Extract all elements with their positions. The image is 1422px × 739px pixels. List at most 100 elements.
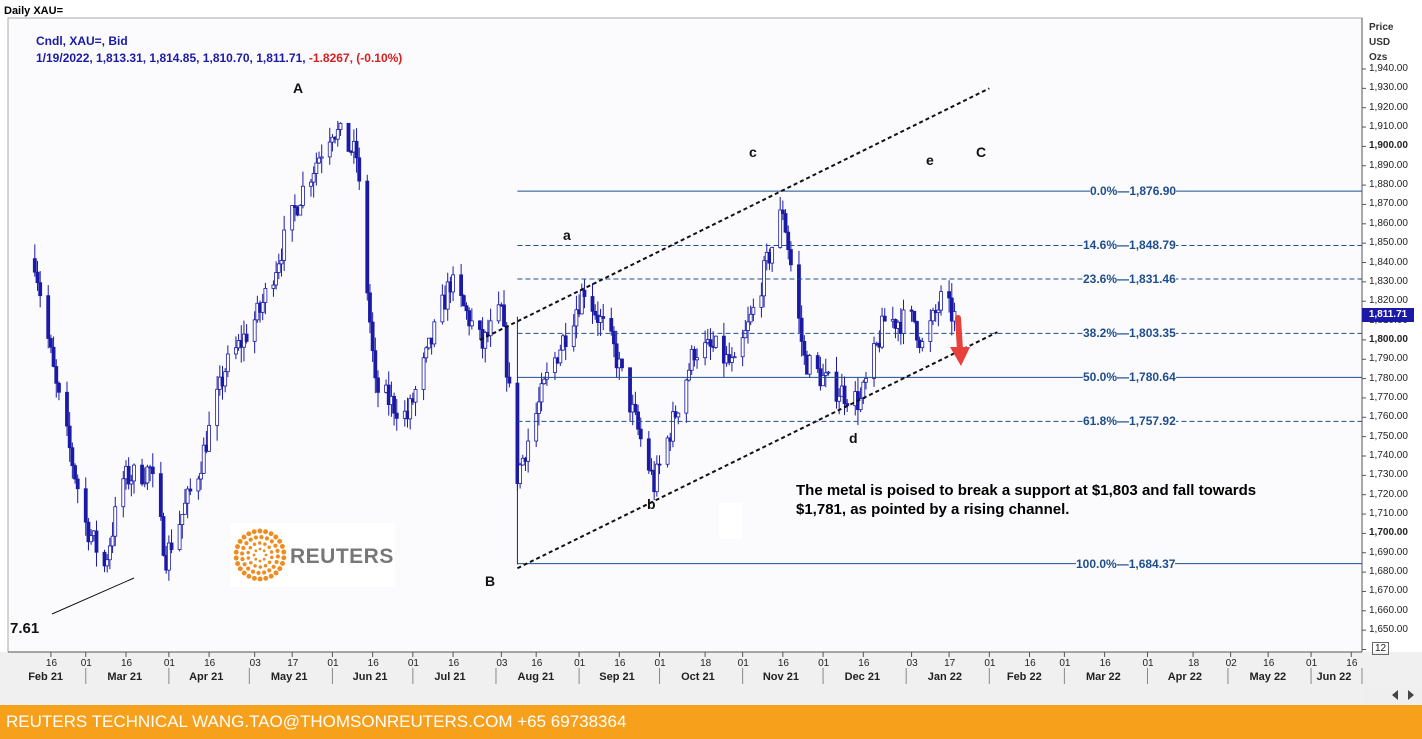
candle-body <box>166 542 171 571</box>
x-tick-label: 01 <box>654 658 666 669</box>
y-tick-label: 1,740.00 <box>1369 450 1408 461</box>
down-arrow-icon <box>950 315 970 366</box>
candle-body <box>83 488 88 523</box>
month-label: Mar 21 <box>107 671 143 683</box>
legend-change: -1.8267, (-0.10%) <box>308 51 403 65</box>
candle-body <box>783 213 788 233</box>
candle-body <box>309 181 313 187</box>
y-tick-label: 1,860.00 <box>1369 217 1408 229</box>
x-tick-label: 16 <box>531 658 543 669</box>
y-tick-label: 1,670.00 <box>1369 585 1408 597</box>
candle-body <box>861 381 866 400</box>
x-tick-label: 18 <box>700 658 712 669</box>
candle-body <box>274 272 279 286</box>
candle-body <box>75 478 80 490</box>
candle-body <box>89 535 94 543</box>
x-tick-label: 16 <box>367 658 379 669</box>
candle-body <box>665 437 670 465</box>
fib-percent: 61.8% <box>1083 414 1118 429</box>
candle-body <box>536 401 541 414</box>
candle-body <box>282 229 287 261</box>
scroll-right-icon[interactable] <box>1408 690 1414 700</box>
candle-body <box>408 398 413 420</box>
candle-body <box>526 440 531 462</box>
x-tick-label: 16 <box>1346 658 1358 669</box>
x-tick-label: 01 <box>1059 658 1071 669</box>
x-tick-label: 16 <box>1024 658 1036 669</box>
month-label: Aug 21 <box>517 671 555 683</box>
candle-body <box>330 136 335 143</box>
candle-body <box>373 350 378 379</box>
month-label: Jan 22 <box>927 671 962 683</box>
x-tick-label: 16 <box>614 658 626 669</box>
legend-ohlc-values: 1/19/2022, 1,813.31, 1,814.85, 1,810.70,… <box>36 51 309 65</box>
y-tick-label: 1,650.00 <box>1369 624 1408 636</box>
candle-body <box>121 478 126 508</box>
candle-body <box>70 447 75 467</box>
candle-body <box>38 282 43 297</box>
y-tick-label: 1,770.00 <box>1369 391 1408 403</box>
y-tick-label: 1,850.00 <box>1369 237 1408 249</box>
candle-body <box>545 372 549 380</box>
candle-body <box>94 530 99 553</box>
candle-body <box>57 382 61 393</box>
candle-body <box>671 411 675 442</box>
fib-level-label: 23.6%—1,831.46 <box>1083 272 1176 287</box>
y-tick-label: 1,830.00 <box>1369 275 1408 287</box>
candle-body <box>376 377 380 393</box>
x-tick-label: 16 <box>45 658 58 669</box>
wave-label-C: C <box>976 144 987 160</box>
candle-body <box>703 342 708 359</box>
x-tick-label: 01 <box>327 658 339 669</box>
candle-body <box>234 347 238 355</box>
price-chart <box>0 17 1422 705</box>
candle-body <box>609 317 614 332</box>
x-tick-label: 17 <box>287 658 299 669</box>
price-axis-panel <box>1362 18 1422 652</box>
candle-body <box>909 309 914 312</box>
x-tick-label: 03 <box>496 658 508 669</box>
candle-body <box>751 306 756 315</box>
candle-body <box>598 316 603 323</box>
candle-body <box>65 391 69 427</box>
month-label: Sep 21 <box>599 671 635 683</box>
scroll-left-icon[interactable] <box>1392 690 1398 700</box>
wave-label-A: A <box>293 80 304 96</box>
y-tick-label: 1,870.00 <box>1369 198 1408 210</box>
wave-label-b: b <box>647 496 656 512</box>
candle-body <box>518 464 523 484</box>
candle-body <box>451 274 455 293</box>
y-tick-label: 1,800.00 <box>1369 333 1408 345</box>
candle-body <box>483 332 488 349</box>
x-tick-label: 18 <box>1188 658 1200 669</box>
candle-body <box>502 304 506 327</box>
candle-body <box>740 337 745 358</box>
x-tick-label: 16 <box>1263 658 1275 669</box>
fib-level-label: 61.8%—1,757.92 <box>1083 414 1176 429</box>
month-label: Jul 21 <box>434 671 466 683</box>
scrollbar[interactable] <box>1362 686 1422 704</box>
candle-body <box>225 353 230 373</box>
y-tick-label: 1,690.00 <box>1369 546 1408 558</box>
fib-percent: 50.0% <box>1083 370 1118 385</box>
candle-body <box>826 371 831 374</box>
y-tick-label: 1,720.00 <box>1369 488 1408 500</box>
candle-body <box>365 180 370 294</box>
candle-body <box>140 464 144 485</box>
footer-text: REUTERS TECHNICAL WANG.TAO@THOMSONREUTER… <box>6 712 627 731</box>
fib-price: —1,780.64 <box>1117 370 1176 385</box>
candle-body <box>223 371 228 387</box>
candle-body <box>207 424 211 452</box>
candle-body <box>759 295 764 308</box>
wave-label-c: c <box>749 144 757 160</box>
month-label: Dec 21 <box>844 671 881 683</box>
wave-label-a: a <box>563 227 571 243</box>
y-tick-label: 1,910.00 <box>1369 121 1408 133</box>
candle-body <box>102 551 107 567</box>
candle-body <box>901 309 906 334</box>
candle-body <box>183 502 187 515</box>
candle-body <box>880 315 884 348</box>
candle-body <box>354 140 359 159</box>
x-tick-label: 17 <box>944 658 956 669</box>
y-tick-label: 1,940.00 <box>1369 63 1408 74</box>
